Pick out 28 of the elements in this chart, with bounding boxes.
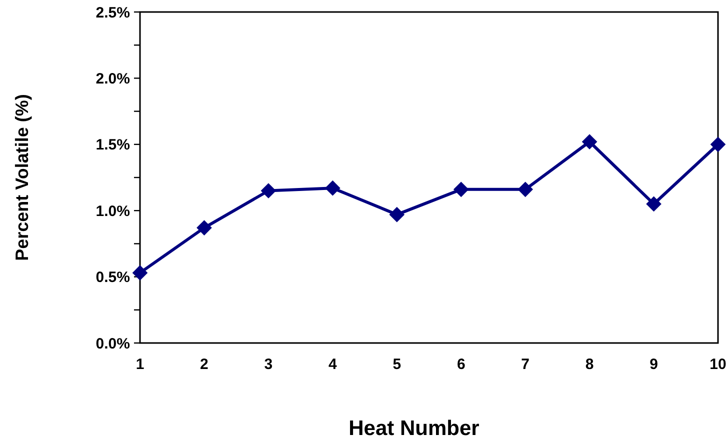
point (582, 134, 598, 150)
y-tick-label: 2.0% (96, 70, 130, 88)
point (260, 183, 276, 198)
point (324, 180, 340, 196)
point (389, 206, 405, 222)
x-tick-label: 5 (392, 356, 402, 373)
y-axis-title: Percent Volatile (%) (12, 94, 32, 261)
y-tick-label: 0.5% (96, 269, 130, 286)
x-tick-label: 3 (264, 356, 273, 373)
point (453, 182, 469, 198)
y-tick-label: 2.5% (96, 4, 130, 22)
x-tick-label: 6 (456, 356, 466, 373)
point (518, 182, 534, 198)
point (646, 196, 662, 212)
y-tick-label: 0.0% (96, 335, 130, 352)
x-tick-label: 10 (710, 356, 726, 373)
x-tick-label: 4 (328, 356, 338, 373)
x-tick-label: 8 (585, 356, 594, 373)
x-tick-label: 9 (650, 356, 658, 373)
point (132, 265, 148, 280)
x-tick-label: 1 (136, 356, 144, 373)
y-tick-label: 1.5% (96, 136, 130, 154)
y-tick-label: 1.0% (96, 202, 130, 220)
point (196, 220, 212, 236)
point (710, 136, 726, 152)
x-tick-label: 2 (200, 356, 208, 373)
x-tick-label: 7 (521, 356, 530, 373)
x-axis-title: Heat Number (348, 417, 480, 440)
